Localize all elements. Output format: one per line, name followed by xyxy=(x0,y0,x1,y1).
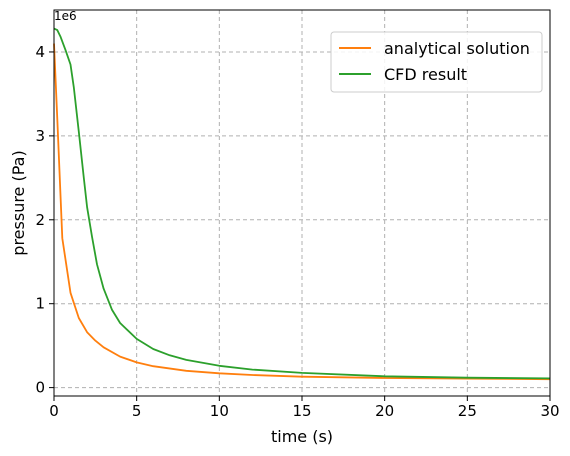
x-tick-label: 15 xyxy=(292,402,311,420)
x-tick-label: 10 xyxy=(210,402,229,420)
y-tick-label: 0 xyxy=(35,379,45,397)
y-offset-label: 1e6 xyxy=(54,9,77,23)
y-axis-label: pressure (Pa) xyxy=(9,150,28,255)
y-tick-label: 1 xyxy=(35,295,45,313)
x-tick-label: 25 xyxy=(458,402,477,420)
x-tick-label: 20 xyxy=(375,402,394,420)
y-tick-label: 2 xyxy=(35,211,45,229)
y-tick-label: 3 xyxy=(35,127,45,145)
x-tick-label: 30 xyxy=(540,402,559,420)
x-tick-label: 5 xyxy=(132,402,142,420)
legend: analytical solution CFD result xyxy=(331,32,542,92)
legend-label-cfd-result: CFD result xyxy=(384,65,467,84)
legend-label-analytical-solution: analytical solution xyxy=(384,39,530,58)
x-axis-label: time (s) xyxy=(271,427,333,446)
x-tick-label: 0 xyxy=(49,402,59,420)
y-tick-label: 4 xyxy=(35,43,45,61)
